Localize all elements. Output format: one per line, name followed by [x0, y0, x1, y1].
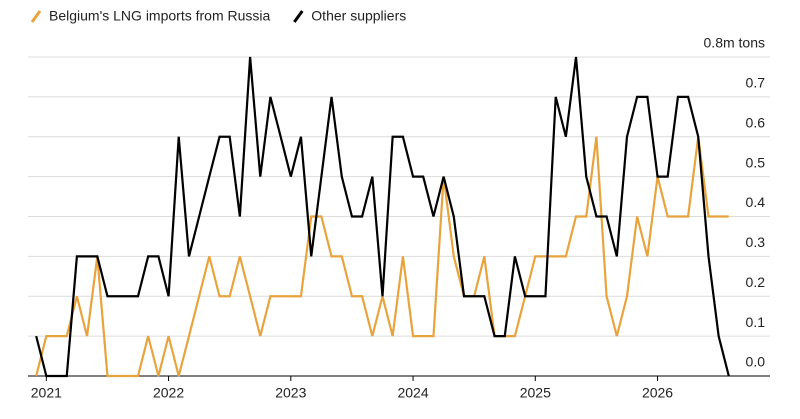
y-tick-label: 0.6	[746, 114, 766, 130]
x-tick-label: 2023	[275, 385, 306, 401]
legend-swatch	[293, 10, 304, 23]
data-line	[35, 56, 730, 378]
legend-label: Belgium's LNG imports from Russia	[49, 8, 271, 24]
y-tick-label: 0.2	[746, 274, 766, 290]
y-tick-label: 0.1	[746, 314, 766, 330]
legend-swatch	[30, 10, 42, 23]
x-tick-label: 2021	[31, 385, 62, 401]
y-tick-label: 0.0	[746, 354, 766, 370]
x-tick-label: 2025	[520, 385, 551, 401]
x-tick-label: 2022	[153, 385, 184, 401]
x-tick-label: 2026	[642, 385, 673, 401]
x-tick-label: 2024	[397, 385, 428, 401]
y-tick-label: 0.5	[746, 154, 766, 170]
legend-label: Other suppliers	[311, 8, 406, 24]
y-tick-label: 0.3	[746, 234, 766, 250]
y-tick-label: 0.7	[746, 75, 766, 91]
y-tick-label: 0.4	[746, 194, 766, 210]
y-tick-label: 0.8m tons	[704, 35, 765, 51]
